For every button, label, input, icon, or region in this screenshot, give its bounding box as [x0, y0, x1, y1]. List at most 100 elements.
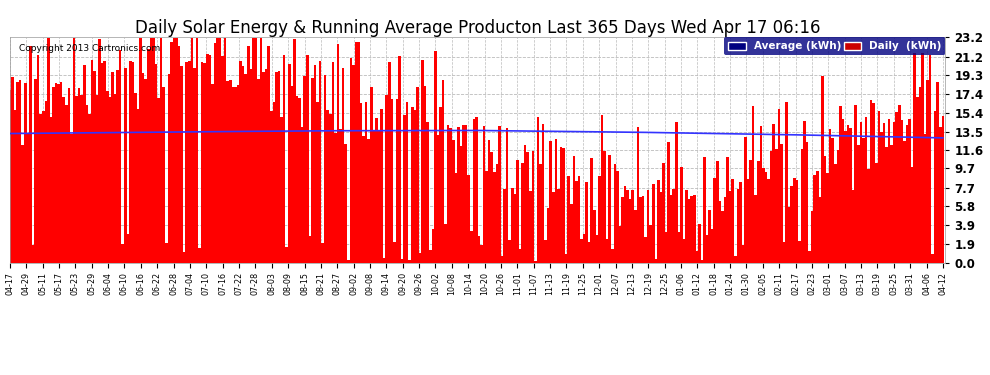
Bar: [352, 65, 354, 262]
Bar: [698, 224, 701, 262]
Bar: [219, 38, 222, 262]
Bar: [262, 72, 265, 262]
Bar: [432, 230, 434, 262]
Bar: [303, 76, 306, 262]
Bar: [801, 149, 803, 262]
Bar: [322, 243, 324, 262]
Bar: [201, 62, 203, 262]
Bar: [429, 250, 432, 262]
Bar: [335, 133, 337, 262]
Bar: [180, 66, 183, 262]
Bar: [32, 245, 35, 262]
Bar: [514, 194, 516, 262]
Bar: [657, 180, 659, 262]
Bar: [714, 178, 716, 262]
Bar: [454, 173, 457, 262]
Bar: [157, 98, 159, 262]
Bar: [298, 98, 301, 262]
Bar: [888, 119, 890, 262]
Bar: [540, 164, 542, 262]
Bar: [524, 145, 527, 262]
Bar: [903, 141, 906, 262]
Bar: [662, 163, 665, 262]
Bar: [267, 46, 270, 262]
Bar: [767, 179, 770, 262]
Bar: [324, 75, 327, 262]
Bar: [332, 62, 335, 262]
Bar: [870, 100, 872, 262]
Bar: [149, 38, 152, 262]
Bar: [35, 79, 37, 262]
Title: Daily Solar Energy & Running Average Producton Last 365 Days Wed Apr 17 06:16: Daily Solar Energy & Running Average Pro…: [135, 20, 821, 38]
Bar: [752, 106, 754, 262]
Bar: [390, 99, 393, 262]
Bar: [777, 109, 780, 262]
Bar: [296, 96, 298, 262]
Bar: [19, 80, 22, 262]
Bar: [914, 53, 916, 262]
Bar: [240, 62, 242, 262]
Bar: [727, 157, 729, 262]
Bar: [783, 242, 785, 262]
Bar: [193, 68, 196, 262]
Bar: [770, 151, 772, 262]
Bar: [346, 260, 349, 262]
Bar: [642, 196, 644, 262]
Bar: [501, 256, 503, 262]
Bar: [124, 68, 127, 262]
Bar: [654, 259, 657, 262]
Bar: [549, 141, 552, 262]
Bar: [611, 249, 614, 262]
Bar: [50, 117, 52, 262]
Bar: [249, 69, 252, 262]
Bar: [424, 86, 427, 262]
Bar: [734, 256, 737, 262]
Bar: [83, 65, 85, 262]
Bar: [235, 87, 237, 262]
Bar: [588, 242, 590, 262]
Bar: [388, 62, 390, 262]
Bar: [827, 173, 829, 262]
Bar: [222, 56, 224, 262]
Bar: [24, 83, 27, 262]
Bar: [340, 129, 342, 262]
Bar: [140, 38, 142, 262]
Bar: [806, 142, 808, 262]
Bar: [37, 55, 40, 262]
Bar: [652, 184, 654, 262]
Bar: [11, 77, 14, 262]
Bar: [406, 102, 409, 262]
Bar: [459, 146, 462, 262]
Bar: [470, 231, 472, 262]
Bar: [606, 239, 609, 262]
Bar: [457, 127, 459, 262]
Bar: [921, 53, 924, 262]
Bar: [844, 131, 846, 262]
Bar: [877, 111, 880, 262]
Bar: [16, 82, 19, 262]
Bar: [135, 93, 137, 262]
Bar: [29, 46, 32, 262]
Bar: [890, 145, 893, 262]
Bar: [270, 111, 272, 262]
Bar: [434, 51, 437, 262]
Bar: [859, 122, 862, 262]
Bar: [22, 145, 24, 262]
Bar: [170, 42, 172, 262]
Bar: [932, 254, 934, 262]
Bar: [132, 62, 135, 262]
Bar: [165, 243, 167, 262]
Bar: [178, 45, 180, 262]
Bar: [232, 87, 235, 262]
Bar: [785, 102, 788, 262]
Bar: [285, 248, 288, 262]
Bar: [629, 199, 632, 262]
Bar: [924, 134, 927, 262]
Bar: [162, 87, 165, 262]
Bar: [419, 253, 422, 262]
Bar: [534, 261, 537, 262]
Bar: [688, 200, 690, 262]
Bar: [245, 74, 247, 262]
Bar: [378, 130, 380, 262]
Bar: [172, 38, 175, 262]
